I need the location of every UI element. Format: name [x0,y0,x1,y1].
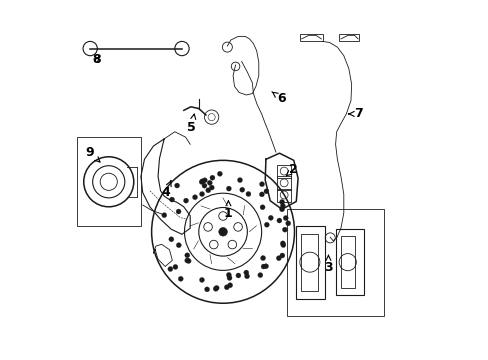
Text: 8: 8 [92,53,101,66]
Bar [287,208,383,316]
Bar [339,33,358,41]
Circle shape [283,216,288,221]
Circle shape [207,180,212,185]
Circle shape [199,278,204,283]
Circle shape [205,188,210,193]
Circle shape [167,266,173,271]
Circle shape [280,241,285,246]
Bar [77,137,141,226]
Circle shape [276,256,281,261]
Circle shape [227,283,232,288]
Circle shape [264,222,269,227]
Bar [336,229,364,295]
Circle shape [259,182,264,186]
Circle shape [224,285,229,290]
Circle shape [239,187,244,192]
Circle shape [199,192,204,197]
Text: 3: 3 [324,255,332,274]
Circle shape [244,270,248,275]
Circle shape [261,264,265,269]
Circle shape [279,207,284,212]
Circle shape [199,179,204,184]
Text: 7: 7 [348,107,363,120]
Circle shape [168,237,174,242]
Circle shape [235,273,241,278]
Circle shape [285,221,290,226]
Text: 1: 1 [224,201,232,220]
Circle shape [176,209,181,214]
Circle shape [244,274,249,279]
Circle shape [280,203,285,208]
Circle shape [184,253,189,258]
Bar [277,176,290,190]
Circle shape [226,273,231,278]
Circle shape [183,198,188,203]
Circle shape [192,195,197,200]
Circle shape [237,177,242,183]
Text: 5: 5 [187,114,196,134]
Circle shape [209,185,214,190]
Circle shape [162,213,166,218]
Circle shape [200,179,204,184]
Circle shape [263,264,268,269]
Circle shape [218,228,227,236]
Circle shape [202,178,207,183]
Circle shape [204,287,209,292]
Circle shape [260,256,265,261]
Circle shape [280,243,285,248]
Circle shape [260,205,264,210]
Circle shape [268,215,273,220]
Circle shape [186,258,191,264]
Circle shape [213,286,218,291]
Circle shape [169,197,174,202]
Circle shape [279,199,284,204]
Circle shape [214,285,219,291]
Circle shape [226,186,231,191]
Bar [277,189,290,202]
Circle shape [184,258,189,263]
Circle shape [282,227,287,232]
Bar [277,165,290,178]
Bar [340,237,354,288]
Circle shape [173,265,178,269]
Text: 2: 2 [286,163,298,176]
Bar [295,226,324,298]
Circle shape [245,192,250,197]
Circle shape [176,243,181,248]
Text: 9: 9 [85,146,100,162]
Bar [301,234,318,291]
Circle shape [279,253,285,258]
Circle shape [209,175,215,180]
Text: 6: 6 [271,92,285,105]
Circle shape [259,192,264,197]
Text: 4: 4 [161,181,171,199]
Circle shape [174,183,179,188]
Circle shape [257,273,262,278]
Circle shape [202,183,206,188]
Bar [299,33,323,41]
Circle shape [217,171,222,176]
Circle shape [276,218,281,223]
Circle shape [178,276,183,281]
Circle shape [226,275,232,280]
Circle shape [264,189,268,194]
